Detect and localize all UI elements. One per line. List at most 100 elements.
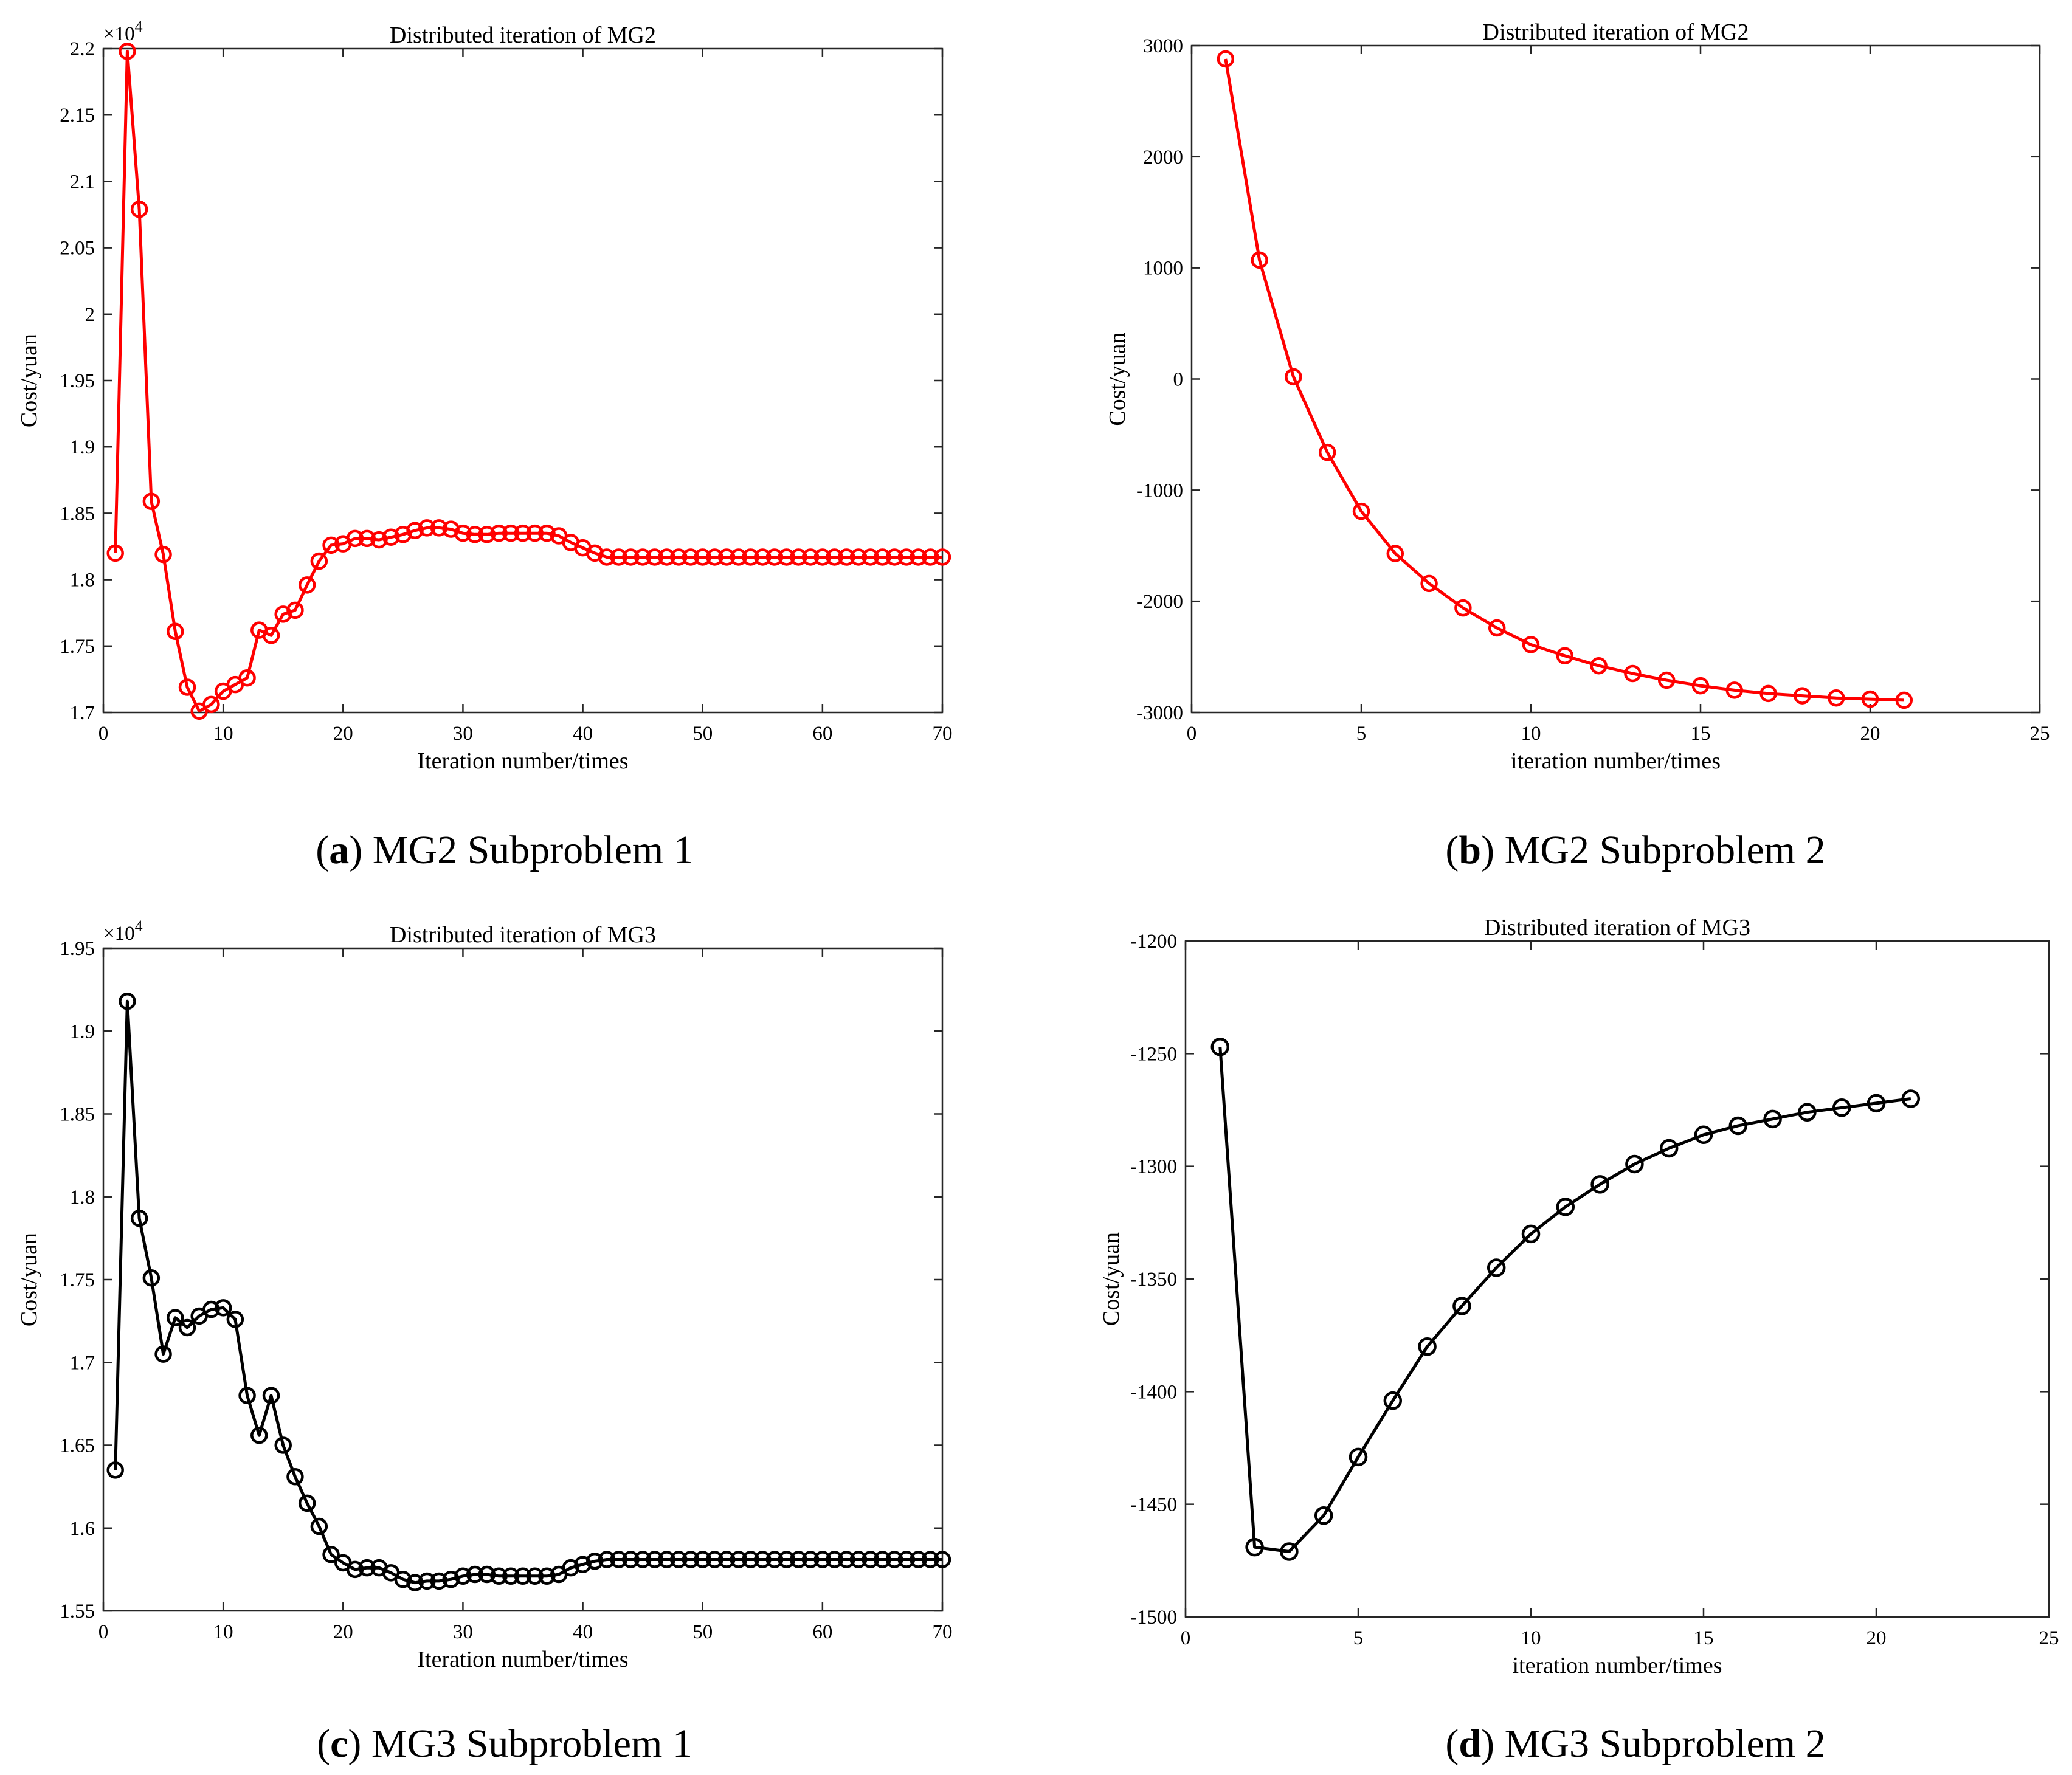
data-point	[1590, 1175, 1609, 1194]
data-point	[682, 1551, 700, 1568]
data-point	[862, 548, 879, 566]
y-exponent-power: 4	[135, 917, 143, 935]
data-point	[442, 1570, 460, 1588]
data-point	[1659, 1139, 1679, 1158]
y-tick-label: -1300	[1130, 1156, 1177, 1178]
data-point	[706, 1551, 723, 1568]
y-tick-label: -2000	[1136, 591, 1183, 613]
data-point	[502, 1567, 520, 1585]
y-tick-label: -3000	[1136, 702, 1183, 724]
x-tick-label: 5	[1353, 1627, 1364, 1649]
x-tick-label: 60	[812, 723, 832, 745]
x-tick-label: 10	[213, 723, 233, 745]
data-point	[1556, 647, 1574, 665]
series-line	[114, 49, 942, 713]
y-tick-label: 1000	[1143, 258, 1183, 280]
data-point	[1386, 545, 1404, 562]
data-point	[1285, 368, 1302, 386]
data-point	[1759, 684, 1777, 703]
x-axis-label: Iteration number/times	[417, 748, 628, 774]
data-point	[742, 548, 759, 566]
data-point	[598, 548, 616, 566]
data-point	[1420, 574, 1438, 593]
data-point	[466, 1565, 484, 1584]
y-tick-label: 1.75	[60, 1269, 95, 1291]
data-point	[610, 1551, 627, 1568]
caption-d: (d) MG3 Subproblem 2	[1445, 1722, 1825, 1766]
data-point	[322, 536, 340, 554]
y-tick-label: 1.8	[70, 1187, 95, 1208]
data-point	[119, 43, 136, 60]
data-point	[730, 1551, 748, 1568]
data-point	[1794, 687, 1811, 705]
y-tick-label: 1.7	[70, 702, 95, 724]
y-exponent-label: ×104	[103, 917, 143, 945]
data-point	[202, 695, 220, 714]
data-point	[813, 1551, 832, 1568]
data-point	[801, 1551, 820, 1568]
data-point	[694, 1551, 711, 1568]
data-point	[106, 1461, 124, 1479]
data-point	[142, 492, 161, 510]
data-point	[406, 522, 424, 540]
data-point	[394, 1570, 412, 1588]
data-point	[526, 1567, 544, 1585]
axes-box	[102, 947, 944, 1612]
x-tick-label: 15	[1691, 723, 1711, 745]
data-point	[454, 1567, 472, 1585]
data-point	[418, 1572, 436, 1590]
data-point	[310, 1517, 328, 1535]
data-point	[598, 1551, 616, 1568]
chart-title: Distributed iteration of MG3	[1484, 915, 1750, 940]
y-tick-label: -1250	[1130, 1043, 1177, 1065]
data-point	[346, 529, 364, 548]
data-point	[1318, 443, 1336, 461]
data-point	[154, 1345, 172, 1363]
data-point	[778, 548, 795, 566]
axes-box	[1190, 44, 2041, 714]
data-point	[1245, 1537, 1264, 1557]
data-point	[167, 622, 184, 641]
data-point	[1901, 1089, 1921, 1108]
y-tick-label: 2.2	[70, 38, 95, 60]
data-point	[1725, 681, 1744, 699]
axes-box	[102, 47, 944, 714]
x-tick-label: 60	[812, 1621, 832, 1643]
data-point	[1867, 1094, 1886, 1113]
y-tick-label: 1.85	[60, 503, 95, 525]
y-tick-label: -1200	[1130, 931, 1177, 953]
data-point	[478, 526, 496, 543]
data-point	[742, 1551, 759, 1568]
x-tick-label: 30	[453, 723, 473, 745]
data-point	[142, 1269, 161, 1287]
data-point	[874, 1551, 891, 1568]
series-line	[1218, 1047, 1911, 1553]
y-tick-label: 2	[85, 304, 95, 326]
data-point	[634, 1551, 652, 1568]
data-point	[514, 524, 532, 542]
x-axis-label: iteration number/times	[1512, 1653, 1722, 1678]
data-point	[1694, 1125, 1713, 1145]
x-axis-label: Iteration number/times	[417, 1647, 628, 1672]
y-tick-label: -1000	[1136, 480, 1183, 501]
data-point	[490, 524, 508, 542]
y-tick-label: 1.7	[70, 1352, 95, 1374]
data-point	[1487, 1258, 1506, 1277]
y-tick-label: 2000	[1143, 146, 1183, 168]
y-tick-label: 1.6	[70, 1518, 95, 1540]
data-point	[730, 548, 748, 566]
data-point	[226, 1311, 244, 1328]
data-point	[119, 992, 136, 1010]
data-point	[370, 531, 388, 549]
y-tick-label: -1400	[1130, 1381, 1177, 1403]
data-point	[838, 548, 855, 566]
y-tick-label: 1.75	[60, 636, 95, 658]
data-point	[634, 548, 652, 566]
data-point	[885, 548, 903, 566]
x-tick-label: 25	[2030, 723, 2050, 745]
y-tick-label: 1.95	[60, 370, 95, 392]
data-point	[406, 1574, 424, 1591]
x-tick-label: 0	[98, 1621, 109, 1643]
data-point	[670, 1551, 688, 1568]
data-point	[1454, 599, 1472, 617]
